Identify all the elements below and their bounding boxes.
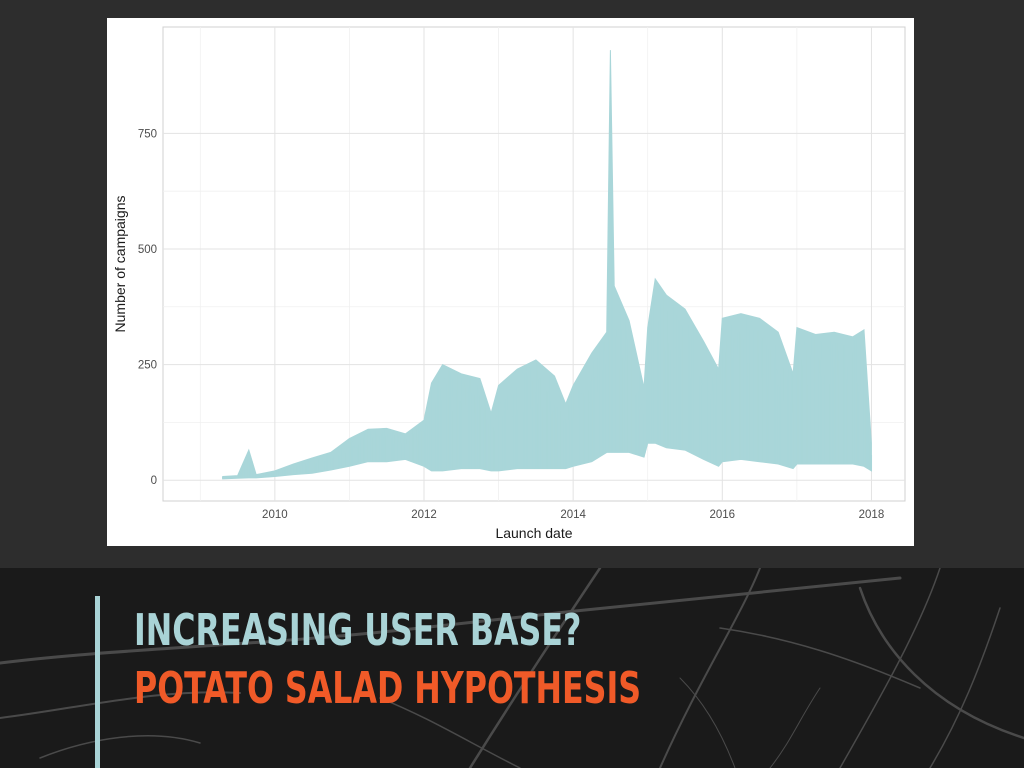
x-tick-label: 2010 — [262, 509, 288, 521]
y-tick-label: 250 — [138, 360, 157, 372]
headline-hypothesis: POTATO SALAD HYPOTHESIS — [134, 663, 642, 714]
y-axis-ticks: 0 250 500 750 — [138, 128, 157, 487]
y-tick-label: 0 — [151, 475, 157, 487]
x-tick-label: 2016 — [709, 509, 735, 521]
accent-bar — [95, 596, 100, 768]
x-axis-title: Launch date — [495, 525, 572, 541]
headline-question: INCREASING USER BASE? — [134, 605, 582, 656]
x-tick-label: 2012 — [411, 509, 437, 521]
y-axis-title: Number of campaigns — [112, 196, 128, 333]
data-spikes — [222, 107, 873, 479]
bottom-band — [0, 568, 1024, 768]
campaign-chart: 2010 2012 2014 2016 2018 0 250 500 750 Launch d… — [112, 26, 906, 541]
y-tick-label: 750 — [138, 128, 157, 140]
x-tick-label: 2018 — [859, 509, 885, 521]
y-tick-label: 500 — [138, 244, 157, 256]
x-axis-ticks: 2010 2012 2014 2016 2018 — [262, 509, 884, 521]
chart-card: 2010 2012 2014 2016 2018 0 250 500 750 Launch d… — [107, 18, 914, 546]
branch-texture — [0, 568, 1024, 768]
x-tick-label: 2014 — [560, 509, 586, 521]
